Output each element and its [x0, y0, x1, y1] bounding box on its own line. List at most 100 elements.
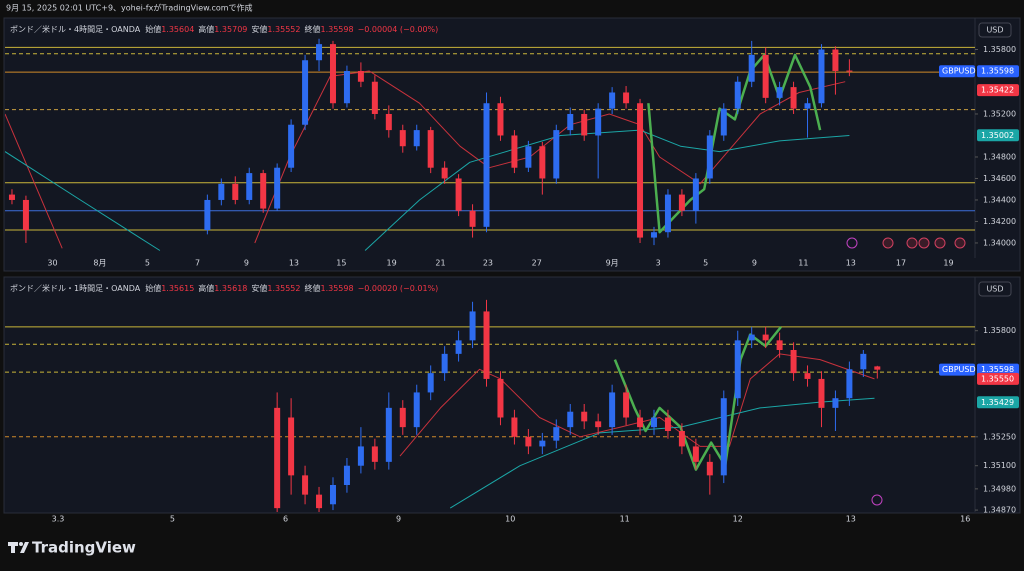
legend-value: 1.35709: [214, 25, 247, 34]
x-tick-label: 21: [435, 259, 445, 268]
currency-box: [978, 281, 1012, 297]
candle-body: [246, 173, 253, 200]
candle-body: [483, 103, 490, 227]
candle-body: [623, 392, 630, 418]
y-tick-label: 1.34400: [983, 195, 1016, 204]
candle-body: [8, 194, 15, 200]
candle-body: [260, 173, 267, 209]
price-badge-label: 1.35598: [981, 365, 1014, 374]
candle-body: [413, 130, 420, 147]
price-badge: [977, 65, 1019, 78]
candle-body: [218, 183, 225, 200]
candle-body: [483, 311, 490, 379]
header: 9月 15, 2025 02:01 UTC+9、yohei-fxがTrading…: [6, 3, 253, 13]
legend-field: 安値: [251, 283, 267, 293]
candle-body: [413, 392, 420, 428]
logo: [8, 542, 29, 553]
legend-value: 1.35552: [267, 25, 300, 34]
price-badge: [977, 372, 1019, 385]
x-tick-label: 13: [289, 259, 299, 268]
y-tick-label: 1.34000: [983, 238, 1016, 247]
candle-body: [609, 92, 616, 109]
legend-change: −0.00020 (−0.01%): [358, 284, 439, 293]
candle-body: [302, 475, 309, 495]
candle-body: [776, 340, 783, 350]
x-tick-label: 16: [960, 515, 970, 524]
price-badge: [977, 396, 1019, 409]
candle-body: [804, 373, 811, 379]
price-badge-label: 1.35550: [981, 374, 1014, 383]
candle-body: [539, 440, 546, 447]
legend-field: 終値: [304, 24, 320, 34]
candle-body: [371, 81, 378, 114]
candle-body: [399, 130, 406, 147]
x-tick-label: 13: [846, 259, 856, 268]
legend-symbol: ポンド／米ドル・4時間足・OANDA: [10, 24, 141, 34]
candle-body: [288, 124, 295, 168]
x-tick-label: 10: [505, 515, 515, 524]
price-badge-label: 1.35429: [981, 398, 1014, 407]
x-tick-label: 15: [336, 259, 346, 268]
symbol-badge-label: GBPUSD: [942, 67, 976, 76]
legend-field: 始値: [145, 24, 161, 34]
candle-body: [455, 340, 462, 354]
legend-value: 1.35618: [214, 284, 247, 293]
candle-body: [497, 103, 504, 136]
candle-body: [343, 70, 350, 104]
price-badge-label: 1.35422: [981, 86, 1014, 95]
candle-body: [357, 446, 364, 466]
candle-body: [748, 54, 755, 82]
flag-icon: [882, 237, 894, 249]
legend-value: 1.35598: [320, 284, 353, 293]
price-badge: [977, 363, 1019, 376]
candle-body: [804, 103, 811, 109]
candle-body: [818, 378, 825, 408]
symbol-badge: [939, 363, 975, 376]
candle-body: [581, 113, 588, 136]
candle-body: [441, 353, 448, 374]
x-tick-label: 13: [846, 515, 856, 524]
x-tick-label: 5: [170, 515, 175, 524]
x-tick-label: 30: [47, 259, 57, 268]
candle-body: [595, 108, 602, 136]
legend: ポンド／米ドル・1時間足・OANDA 始値1.35615 高値1.35618 安値1.…: [10, 283, 438, 293]
candle-body: [567, 113, 574, 131]
candle-body: [650, 417, 657, 428]
price-badge-label: 1.35002: [981, 131, 1014, 140]
candle-body: [511, 135, 518, 168]
candle-body: [567, 411, 574, 428]
x-tick-label: 3: [656, 259, 661, 268]
legend-field: 安値: [251, 24, 267, 34]
candle-body: [22, 199, 29, 231]
panel: [3, 276, 1021, 514]
candle-body: [232, 183, 239, 200]
candle-body: [581, 411, 588, 422]
indicator-line: [647, 53, 822, 234]
candle-body: [790, 350, 797, 374]
candle-body: [762, 54, 769, 98]
candle-body: [357, 70, 364, 82]
legend-field: 高値: [198, 24, 214, 34]
symbol-badge: [939, 65, 975, 78]
candle-body: [553, 427, 560, 441]
candle-body: [302, 60, 309, 125]
candle-body: [441, 167, 448, 179]
chart: 1.34870 1.34980 1.35100 1.35250 1.35800 3.3 5 6…: [5, 277, 1019, 524]
flag-icon: [906, 237, 918, 249]
y-tick-label: 1.34870: [983, 506, 1016, 515]
x-tick-label: 12: [733, 515, 743, 524]
y-tick-label: 1.35200: [983, 109, 1016, 118]
candle-body: [832, 49, 839, 71]
candle-body: [385, 113, 392, 131]
currency-box: [978, 22, 1012, 38]
x-tick-label: 9: [396, 515, 401, 524]
y-tick-label: 1.35100: [983, 461, 1016, 470]
symbol-badge-label: GBPUSD: [942, 365, 976, 374]
candle-body: [748, 334, 755, 341]
candle-body: [818, 49, 825, 104]
price-badge: [977, 84, 1019, 97]
x-tick-label: 6: [283, 515, 288, 524]
x-tick-label: 5: [703, 259, 708, 268]
x-tick-label: 23: [483, 259, 493, 268]
footer-brand: TradingView: [32, 539, 136, 557]
